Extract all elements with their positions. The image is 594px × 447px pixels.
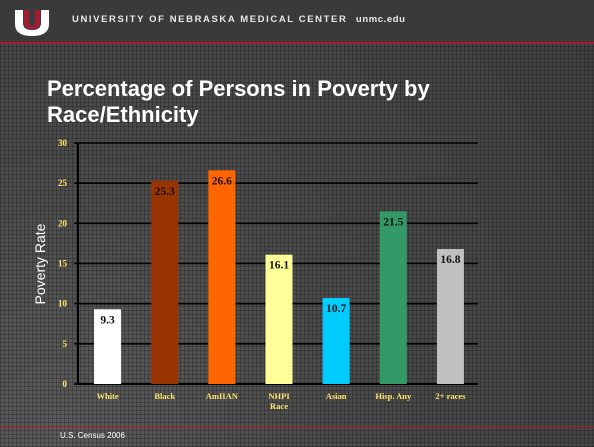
bar-value-label: 16.1 (269, 260, 289, 272)
y-tick-label: 25 (58, 178, 68, 188)
bar-value-label: 25.3 (155, 186, 175, 198)
bar-value-label: 21.5 (383, 216, 403, 228)
university-name: UNIVERSITY OF NEBRASKA MEDICAL CENTER un… (72, 14, 406, 25)
bar-5 (379, 211, 407, 384)
bar-value-label: 16.8 (440, 254, 460, 266)
bar-4 (322, 298, 350, 384)
category-label: AmIIAN (206, 391, 239, 401)
y-tick-label: 5 (63, 339, 68, 349)
bar-3 (265, 254, 293, 384)
y-tick-label: 10 (58, 299, 68, 309)
header-bar: UNIVERSITY OF NEBRASKA MEDICAL CENTER un… (0, 0, 594, 42)
footer-divider (0, 426, 594, 427)
slide-title: Percentage of Persons in Poverty by Race… (47, 76, 430, 127)
y-tick-label: 0 (63, 379, 68, 389)
category-label: White (96, 391, 118, 401)
bar-value-label: 26.6 (212, 175, 232, 187)
bar-0 (94, 309, 122, 384)
y-tick-label: 30 (58, 138, 68, 148)
source-note: U.S. Census 2006 (60, 431, 125, 440)
bar-2 (208, 170, 236, 384)
category-label: Black (154, 391, 175, 401)
category-label: Hisp. Any (375, 391, 412, 401)
category-label: NHPI Race (268, 391, 290, 411)
category-label: Asian (326, 391, 347, 401)
header-divider (0, 42, 594, 44)
y-tick-label: 20 (58, 218, 68, 228)
category-label: 2+ races (435, 391, 466, 401)
bar-1 (151, 180, 179, 384)
bar-value-label: 9.3 (100, 314, 115, 326)
unmc-logo-icon (15, 10, 49, 36)
university-url: unmc.edu (355, 14, 406, 25)
y-tick-label: 15 (58, 259, 68, 269)
bar-6 (436, 249, 464, 384)
bar-value-label: 10.7 (326, 303, 346, 315)
